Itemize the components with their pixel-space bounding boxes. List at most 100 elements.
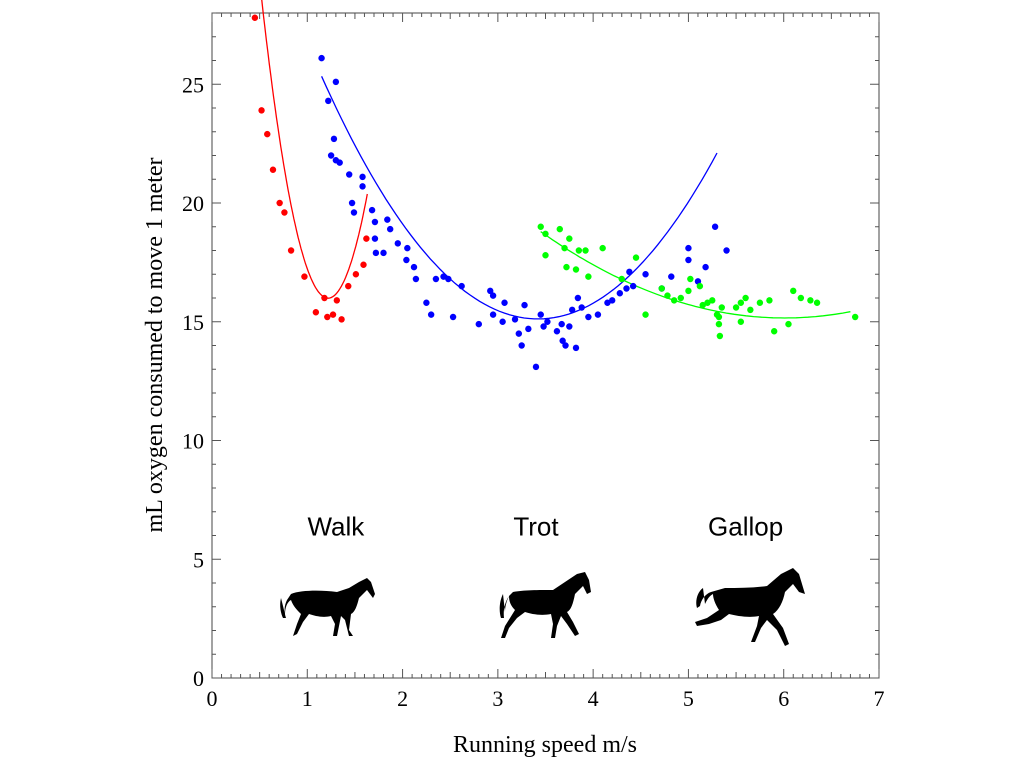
data-point	[718, 304, 725, 311]
data-point	[737, 299, 745, 306]
data-point	[537, 223, 544, 230]
data-point	[363, 235, 370, 242]
data-point	[790, 287, 797, 295]
y-tick-label: 5	[193, 547, 204, 572]
data-point	[699, 301, 706, 309]
data-point	[578, 304, 585, 311]
x-tick-label: 2	[397, 686, 408, 711]
data-point	[345, 282, 352, 290]
data-point	[487, 287, 494, 295]
data-point	[642, 311, 649, 318]
data-point	[562, 342, 569, 349]
data-point	[558, 320, 565, 328]
data-point	[346, 171, 353, 178]
data-point	[574, 294, 582, 302]
data-point	[813, 299, 821, 306]
data-point	[359, 173, 366, 181]
x-tick-label: 0	[207, 686, 218, 711]
data-point	[540, 323, 547, 330]
data-point	[330, 135, 338, 143]
x-tick-label: 3	[492, 686, 503, 711]
data-point	[566, 235, 573, 242]
data-point	[329, 311, 337, 318]
data-point	[737, 318, 745, 325]
data-point	[807, 297, 814, 304]
data-point	[658, 285, 665, 292]
data-point	[501, 299, 508, 306]
data-point	[445, 275, 452, 283]
data-point	[251, 14, 259, 21]
data-point	[732, 304, 740, 311]
data-point	[556, 225, 563, 233]
data-point	[709, 297, 716, 304]
fit-curves	[261, 0, 851, 320]
data-point	[711, 223, 719, 230]
axis-ticks	[211, 12, 880, 679]
data-point	[537, 311, 544, 318]
data-point	[321, 294, 328, 302]
trotting-horse-icon	[499, 572, 591, 638]
data-point	[553, 328, 561, 335]
data-point	[372, 249, 380, 257]
data-point	[525, 325, 532, 333]
data-point	[511, 316, 519, 323]
data-point	[685, 256, 692, 264]
y-axis-title: mL oxygen consumed to move 1 meter	[142, 157, 168, 532]
data-point	[626, 268, 633, 276]
data-point	[542, 252, 549, 259]
data-point	[563, 263, 570, 271]
data-point	[670, 297, 678, 304]
data-point	[785, 320, 792, 328]
data-point	[797, 294, 805, 302]
data-point	[715, 320, 723, 328]
data-point	[599, 244, 606, 252]
y-tick-label: 20	[182, 191, 204, 216]
data-point	[594, 311, 602, 318]
data-point	[403, 256, 410, 264]
data-point	[568, 306, 576, 314]
fit-curve	[321, 76, 718, 320]
y-tick-label: 25	[182, 72, 204, 97]
data-point	[287, 247, 295, 254]
data-point	[348, 199, 356, 207]
data-point	[412, 275, 420, 283]
data-point	[642, 271, 649, 278]
x-tick-label: 7	[874, 686, 885, 711]
data-point	[585, 273, 592, 280]
data-point	[281, 209, 288, 216]
data-point	[301, 273, 308, 280]
data-point	[458, 282, 465, 290]
data-point	[371, 235, 379, 242]
data-point	[336, 159, 343, 166]
data-point	[368, 206, 376, 214]
data-points	[251, 14, 859, 371]
x-tick-label: 1	[302, 686, 313, 711]
data-point	[618, 275, 625, 283]
data-point	[499, 318, 506, 325]
fit-curve	[261, 0, 368, 299]
data-point	[609, 297, 616, 304]
data-point	[360, 261, 367, 268]
data-point	[410, 263, 418, 271]
data-point	[582, 247, 589, 254]
walking-horse-icon	[280, 578, 375, 636]
data-point	[318, 54, 325, 62]
gait-label: Trot	[513, 512, 559, 542]
data-point	[325, 97, 332, 105]
data-point	[532, 363, 540, 371]
data-point	[386, 225, 394, 233]
data-point	[359, 183, 366, 190]
x-tick-label: 4	[588, 686, 599, 711]
data-point	[521, 301, 528, 309]
data-point	[518, 342, 525, 349]
y-tick-label: 0	[193, 666, 204, 691]
data-point	[702, 263, 709, 271]
data-point	[258, 107, 265, 114]
fit-curve	[540, 231, 851, 319]
data-point	[566, 323, 573, 330]
data-point	[332, 78, 340, 86]
data-point	[851, 313, 859, 321]
data-point	[668, 273, 675, 280]
data-point	[489, 292, 497, 299]
data-point	[723, 247, 730, 254]
